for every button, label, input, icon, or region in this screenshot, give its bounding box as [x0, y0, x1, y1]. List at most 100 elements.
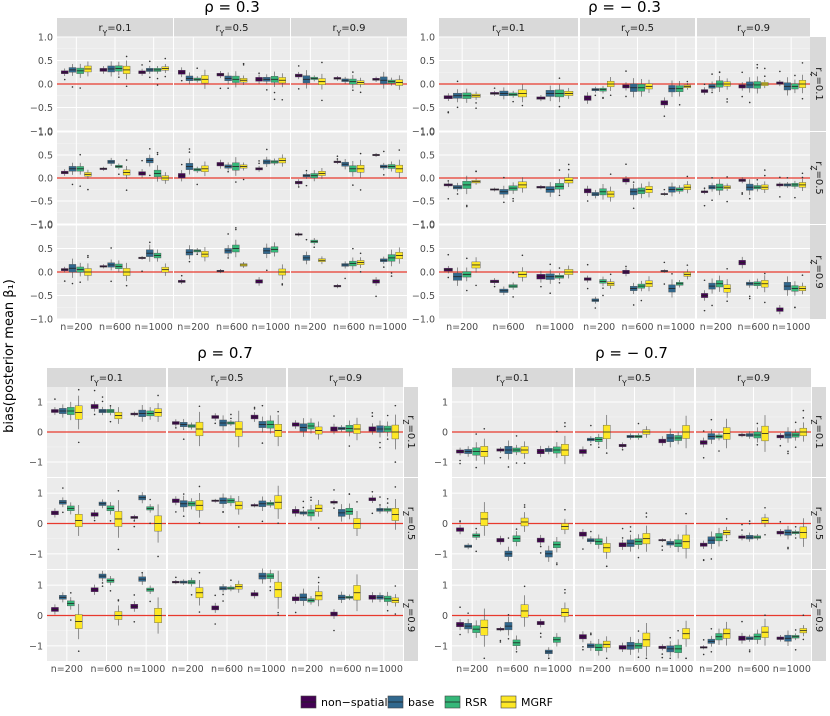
facet-panel	[452, 478, 573, 569]
outlier-point	[741, 192, 743, 194]
outlier-point	[499, 456, 502, 459]
outlier-point	[196, 67, 198, 70]
outlier-point	[764, 169, 766, 171]
outlier-point	[157, 555, 159, 558]
row-strip-label: rZ=0.1	[810, 415, 825, 449]
x-tick-label: n=200	[446, 322, 478, 333]
outlier-point	[77, 441, 80, 444]
outlier-point	[637, 422, 640, 425]
outlier-point	[802, 409, 805, 412]
outlier-point	[101, 400, 104, 403]
facet-panel	[696, 478, 811, 569]
outlier-point	[629, 530, 632, 533]
y-tick-label: 1.0	[38, 128, 53, 139]
outlier-point	[475, 527, 478, 530]
x-tick-label: n=600	[618, 664, 650, 675]
outlier-point	[507, 466, 510, 468]
outlier-point	[273, 91, 276, 94]
outlier-point	[281, 284, 284, 286]
outlier-point	[539, 636, 542, 638]
facet-panel	[452, 570, 573, 661]
y-tick-label: 0.5	[38, 56, 53, 67]
x-tick-label: n=200	[291, 664, 323, 675]
outlier-point	[87, 254, 89, 257]
outlier-point	[567, 163, 570, 166]
outlier-point	[748, 522, 751, 525]
column-strip-label: rY=0.9	[737, 23, 770, 38]
outlier-point	[109, 590, 112, 592]
outlier-point	[164, 75, 167, 78]
outlier-point	[801, 176, 804, 179]
outlier-point	[764, 506, 766, 509]
outlier-point	[333, 415, 335, 417]
y-tick-label: 0.0	[38, 80, 53, 91]
outlier-point	[182, 515, 185, 517]
outlier-point	[269, 586, 272, 588]
outlier-point	[386, 497, 389, 500]
outlier-point	[801, 172, 804, 175]
column-strip-label: rY=0.9	[332, 23, 365, 38]
outlier-point	[629, 526, 632, 528]
outlier-point	[63, 280, 66, 282]
outlier-point	[685, 512, 687, 515]
outlier-point	[101, 585, 104, 587]
outlier-point	[196, 183, 198, 186]
y-tick-label: 1	[37, 489, 43, 500]
outlier-point	[703, 279, 706, 282]
outlier-point	[261, 442, 264, 444]
outlier-point	[499, 639, 502, 642]
outlier-point	[71, 86, 74, 88]
column-strip	[452, 368, 573, 387]
outlier-point	[711, 73, 713, 75]
outlier-point	[321, 99, 323, 102]
outlier-point	[313, 246, 316, 249]
outlier-point	[521, 254, 524, 257]
outlier-point	[188, 260, 191, 263]
facet-panel	[57, 36, 173, 132]
facet-panel	[439, 131, 578, 225]
y-tick-label: −1.0	[412, 127, 435, 138]
row-strip-label: rZ=0.5	[402, 507, 417, 541]
outlier-point	[475, 433, 478, 435]
outlier-point	[685, 657, 687, 660]
column-strip	[696, 368, 811, 387]
outlier-point	[383, 150, 385, 153]
outlier-point	[118, 173, 120, 176]
outlier-point	[539, 552, 542, 554]
column-strip	[580, 18, 695, 37]
outlier-point	[383, 266, 385, 268]
outlier-point	[227, 257, 229, 259]
outlier-point	[277, 614, 279, 616]
outlier-point	[548, 657, 550, 660]
row-strip-label: rZ=0.1	[810, 67, 825, 101]
outlier-point	[523, 506, 526, 508]
outlier-point	[394, 486, 397, 488]
outlier-point	[398, 149, 401, 151]
outlier-point	[661, 656, 664, 659]
outlier-point	[748, 197, 751, 200]
outlier-point	[756, 63, 759, 66]
legend-label: MGRF	[521, 696, 553, 709]
outlier-point	[149, 498, 151, 501]
outlier-point	[230, 579, 232, 581]
legend-label: non−spatial	[321, 696, 388, 709]
outlier-point	[549, 263, 551, 266]
outlier-point	[711, 304, 713, 307]
outlier-point	[558, 77, 561, 79]
outlier-point	[686, 80, 689, 83]
outlier-point	[305, 184, 308, 187]
outlier-point	[625, 265, 627, 268]
outlier-point	[297, 88, 300, 90]
chart-title: ρ = 0.3	[204, 0, 259, 16]
outlier-point	[156, 84, 159, 86]
outlier-point	[645, 512, 648, 514]
row-strip-label: rZ=0.5	[810, 161, 825, 195]
outlier-point	[605, 452, 608, 454]
outlier-point	[539, 545, 542, 548]
column-strip	[575, 368, 694, 387]
y-tick-label: −1.0	[412, 315, 435, 326]
y-tick-label: 0.5	[38, 244, 53, 255]
y-tick-label: 0.5	[420, 151, 435, 162]
column-strip	[291, 18, 407, 37]
outlier-point	[590, 424, 592, 427]
